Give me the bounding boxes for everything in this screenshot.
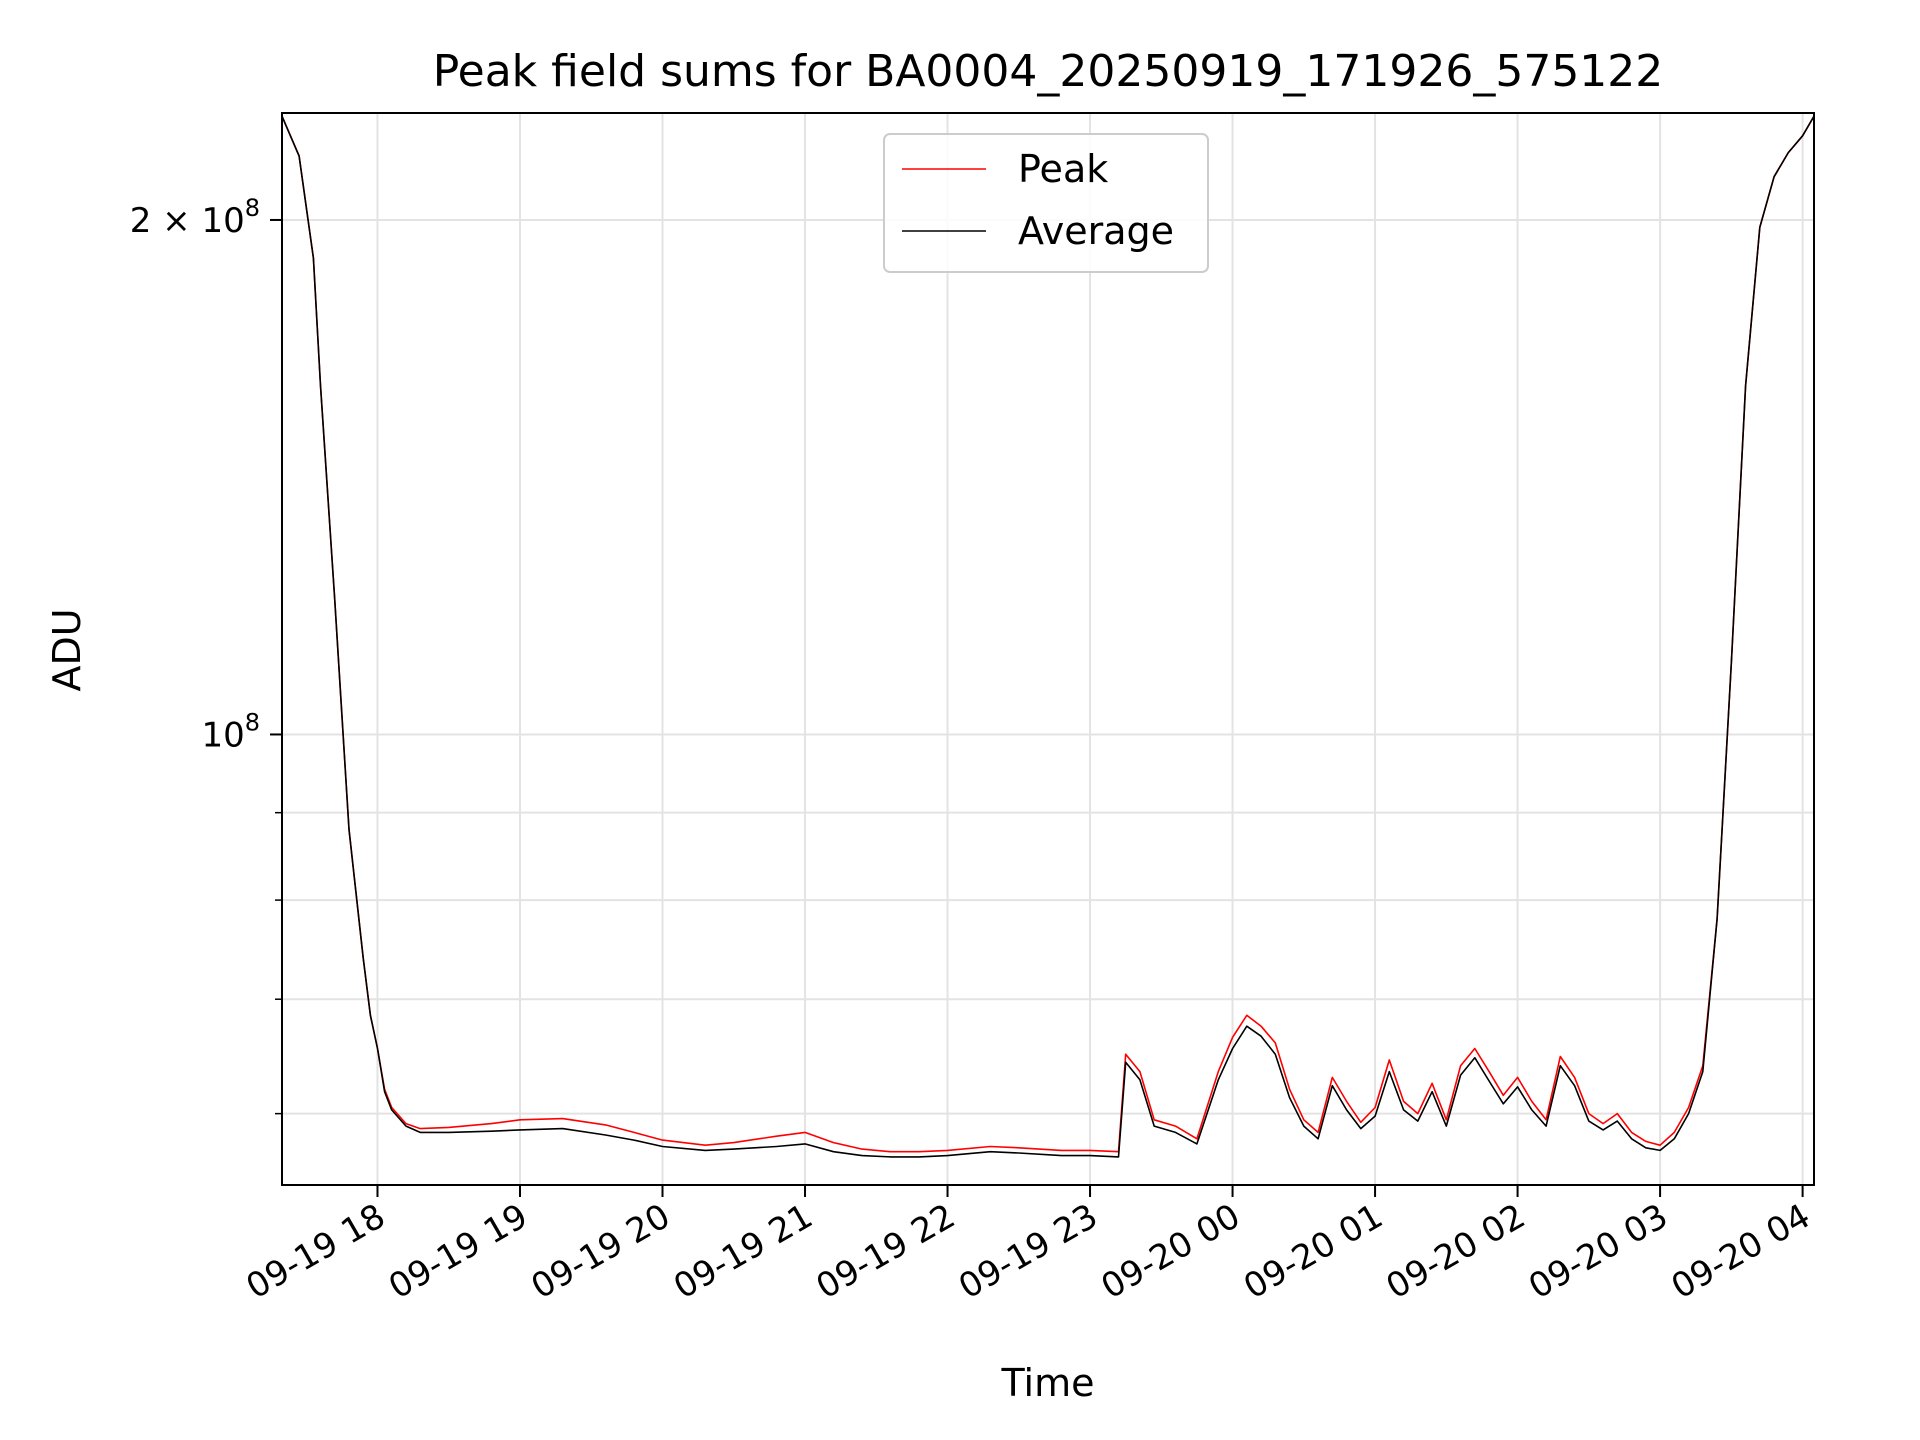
y-tick-label: 2 × 108 xyxy=(130,194,260,241)
series-layer xyxy=(282,115,1814,1158)
y-axis-label: ADU xyxy=(45,608,89,691)
x-axis-label: Time xyxy=(1001,1361,1095,1405)
y-axis: 108 2 × 108 xyxy=(130,194,282,1115)
series-line-average xyxy=(282,115,1814,1158)
series-line-peak xyxy=(282,115,1814,1153)
grid xyxy=(282,113,1814,1185)
plot-frame xyxy=(281,112,1815,1186)
legend-label-peak: Peak xyxy=(1018,147,1108,191)
legend-label-average: Average xyxy=(1018,209,1174,253)
legend: Peak Average xyxy=(883,133,1209,273)
chart-title: Peak field sums for BA0004_20250919_1719… xyxy=(433,46,1664,97)
y-tick-label: 108 xyxy=(201,708,260,755)
